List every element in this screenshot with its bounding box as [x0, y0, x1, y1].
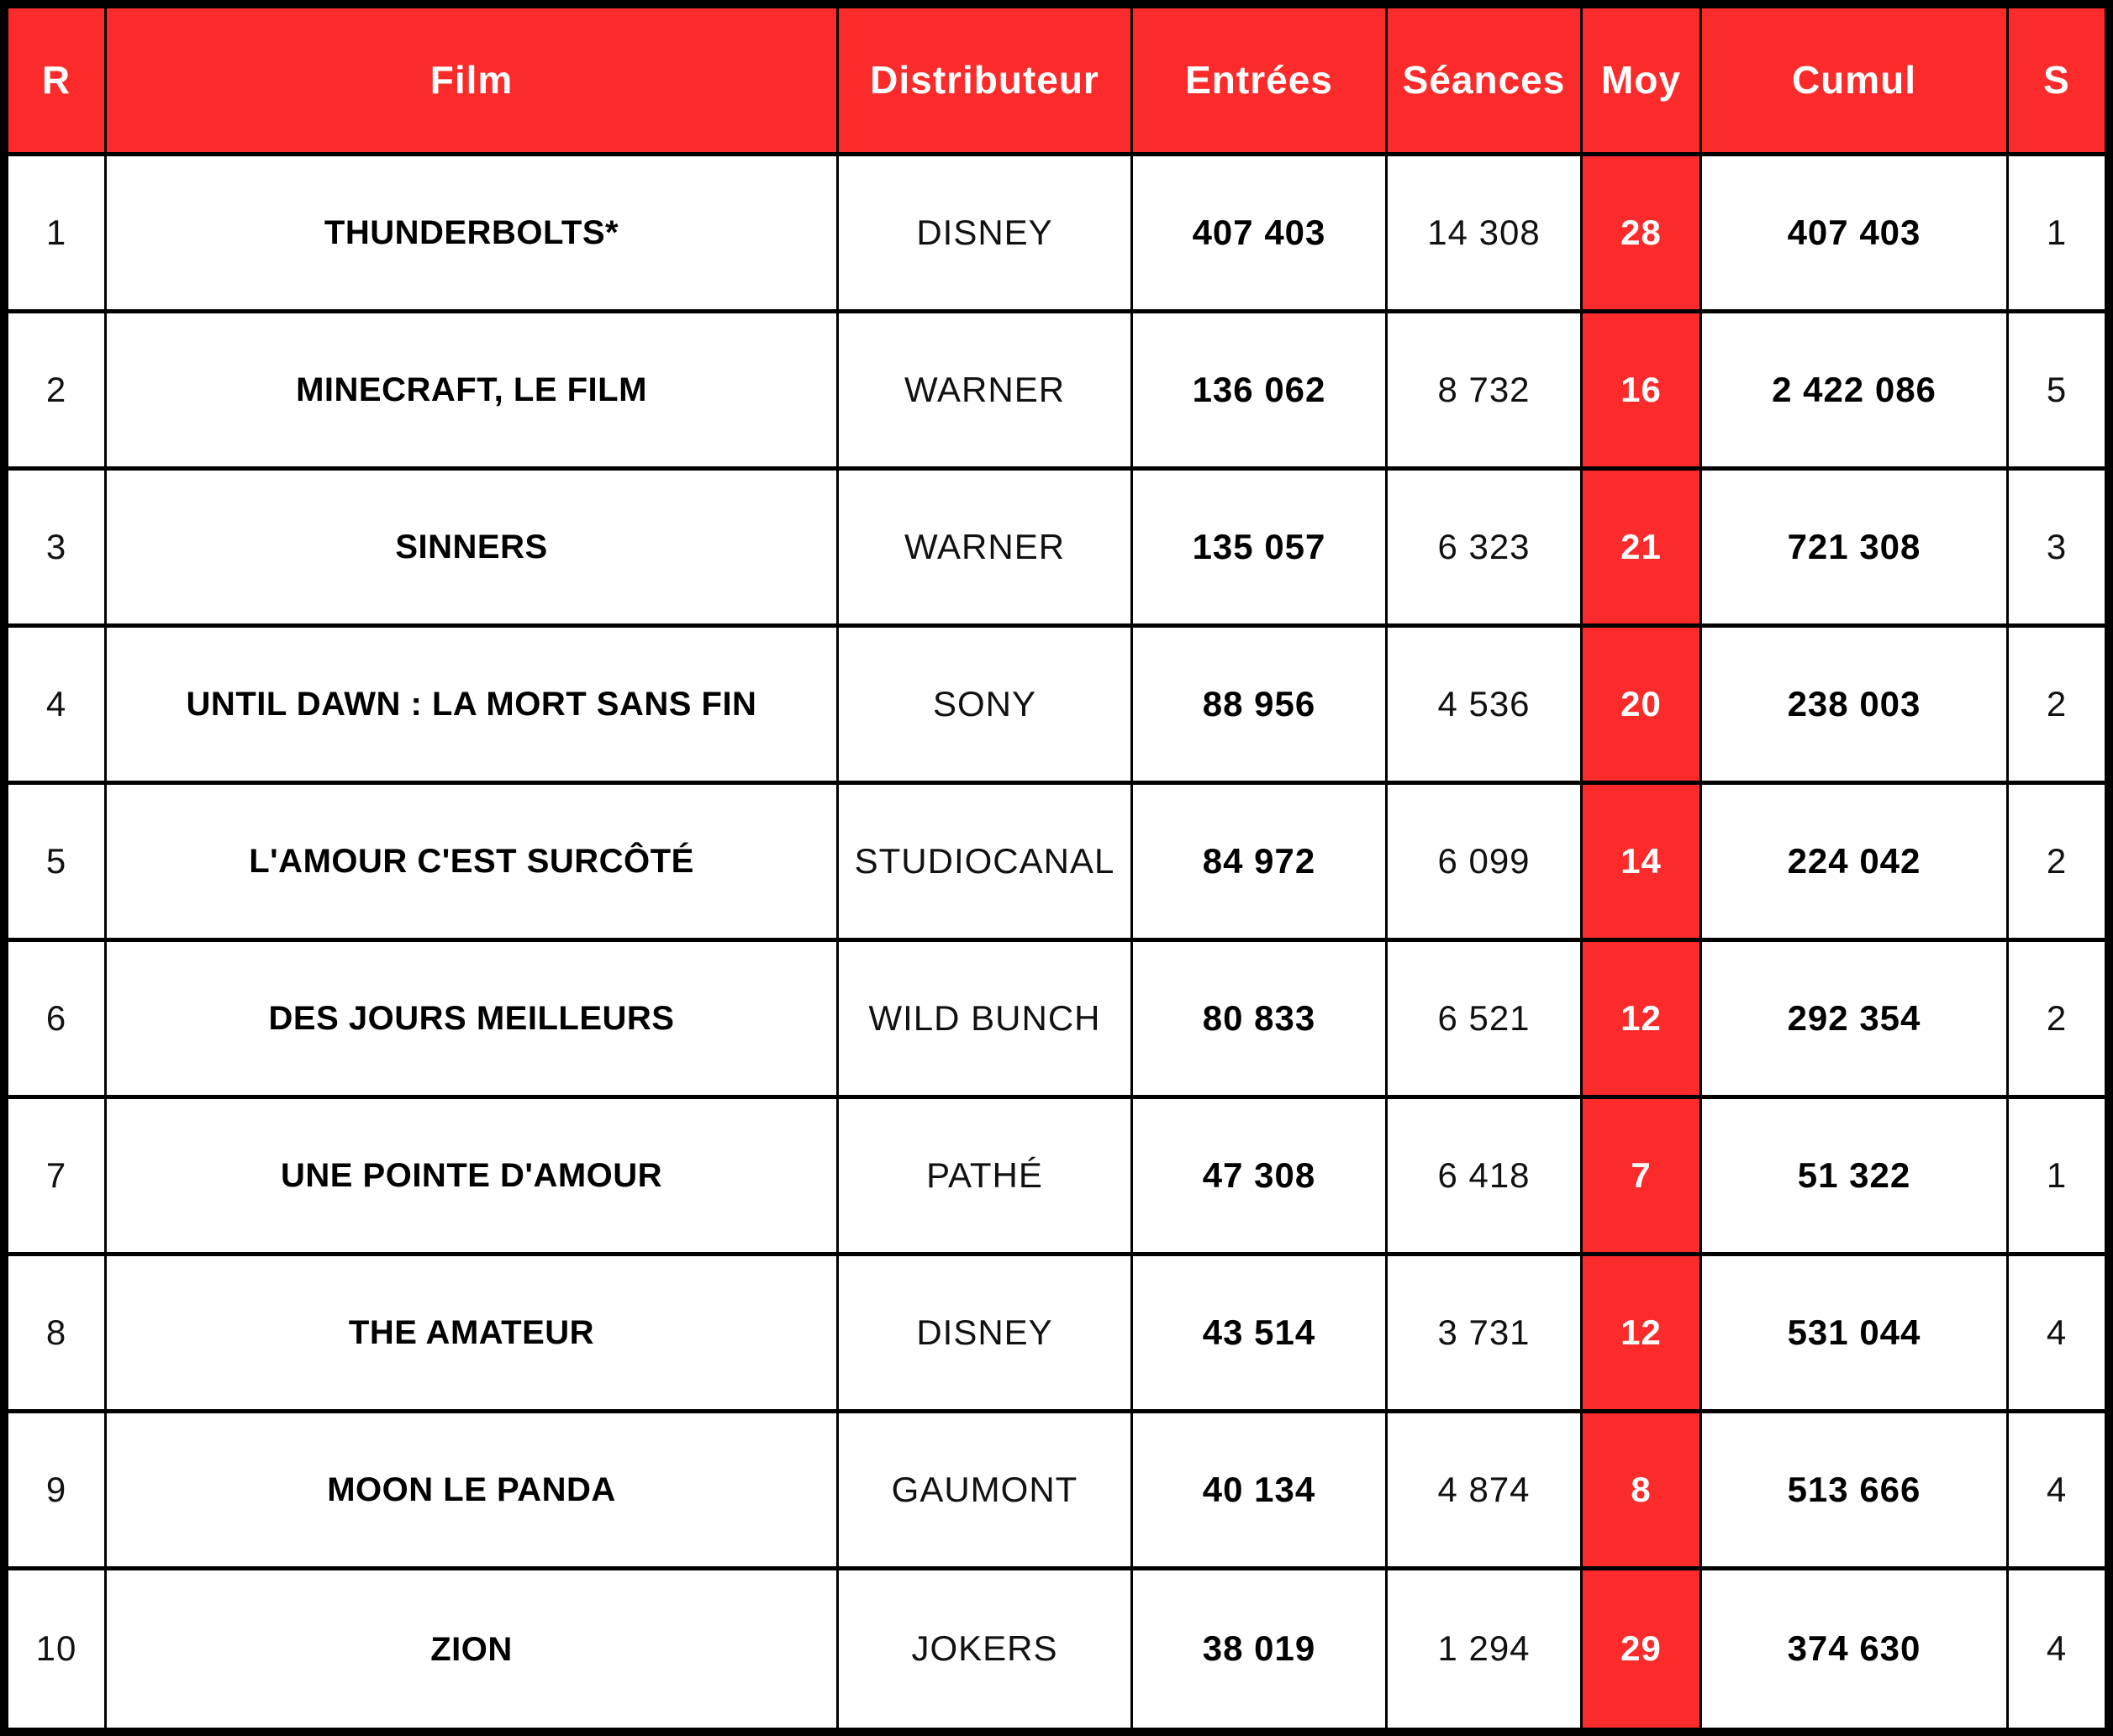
distributor-cell: JOKERS — [839, 1570, 1133, 1728]
weeks-cell: 1 — [2009, 156, 2105, 313]
cumul-cell: 292 354 — [1702, 942, 2009, 1099]
distributor-cell: PATHÉ — [839, 1099, 1133, 1256]
entrees-cell: 84 972 — [1133, 785, 1388, 942]
moy-cell: 20 — [1583, 628, 1702, 785]
header-moy: Moy — [1583, 8, 1702, 156]
cumul-cell: 513 666 — [1702, 1413, 2009, 1570]
cumul-cell: 2 422 086 — [1702, 313, 2009, 471]
moy-cell: 12 — [1583, 1256, 1702, 1413]
rank-cell: 6 — [8, 942, 107, 1099]
cumul-cell: 224 042 — [1702, 785, 2009, 942]
entrees-cell: 38 019 — [1133, 1570, 1388, 1728]
cumul-cell: 238 003 — [1702, 628, 2009, 785]
distributor-cell: SONY — [839, 628, 1133, 785]
weeks-cell: 3 — [2009, 471, 2105, 628]
moy-cell: 12 — [1583, 942, 1702, 1099]
weeks-cell: 2 — [2009, 785, 2105, 942]
seances-cell: 14 308 — [1388, 156, 1583, 313]
header-entrees: Entrées — [1133, 8, 1388, 156]
distributor-cell: DISNEY — [839, 156, 1133, 313]
seances-cell: 4 536 — [1388, 628, 1583, 785]
film-cell: L'AMOUR C'EST SURCÔTÉ — [107, 785, 839, 942]
moy-cell: 29 — [1583, 1570, 1702, 1728]
entrees-cell: 47 308 — [1133, 1099, 1388, 1256]
moy-cell: 16 — [1583, 313, 1702, 471]
rank-cell: 1 — [8, 156, 107, 313]
entrees-cell: 407 403 — [1133, 156, 1388, 313]
film-cell: THUNDERBOLTS* — [107, 156, 839, 313]
entrees-cell: 88 956 — [1133, 628, 1388, 785]
seances-cell: 4 874 — [1388, 1413, 1583, 1570]
weeks-cell: 4 — [2009, 1413, 2105, 1570]
cumul-cell: 531 044 — [1702, 1256, 2009, 1413]
distributor-cell: WILD BUNCH — [839, 942, 1133, 1099]
rank-cell: 4 — [8, 628, 107, 785]
entrees-cell: 43 514 — [1133, 1256, 1388, 1413]
entrees-cell: 40 134 — [1133, 1413, 1388, 1570]
entrees-cell: 136 062 — [1133, 313, 1388, 471]
moy-cell: 14 — [1583, 785, 1702, 942]
film-cell: THE AMATEUR — [107, 1256, 839, 1413]
distributor-cell: STUDIOCANAL — [839, 785, 1133, 942]
film-cell: ZION — [107, 1570, 839, 1728]
moy-cell: 28 — [1583, 156, 1702, 313]
seances-cell: 3 731 — [1388, 1256, 1583, 1413]
weeks-cell: 1 — [2009, 1099, 2105, 1256]
seances-cell: 6 099 — [1388, 785, 1583, 942]
moy-cell: 7 — [1583, 1099, 1702, 1256]
header-seances: Séances — [1388, 8, 1583, 156]
header-cumul: Cumul — [1702, 8, 2009, 156]
cumul-cell: 51 322 — [1702, 1099, 2009, 1256]
entrees-cell: 135 057 — [1133, 471, 1388, 628]
cumul-cell: 374 630 — [1702, 1570, 2009, 1728]
cumul-cell: 407 403 — [1702, 156, 2009, 313]
rank-cell: 9 — [8, 1413, 107, 1570]
rank-cell: 8 — [8, 1256, 107, 1413]
rank-cell: 7 — [8, 1099, 107, 1256]
header-weeks: S — [2009, 8, 2105, 156]
weeks-cell: 2 — [2009, 942, 2105, 1099]
rank-cell: 5 — [8, 785, 107, 942]
weeks-cell: 2 — [2009, 628, 2105, 785]
seances-cell: 6 521 — [1388, 942, 1583, 1099]
rank-cell: 3 — [8, 471, 107, 628]
weeks-cell: 5 — [2009, 313, 2105, 471]
rank-cell: 2 — [8, 313, 107, 471]
header-distributor: Distributeur — [839, 8, 1133, 156]
cumul-cell: 721 308 — [1702, 471, 2009, 628]
header-film: Film — [107, 8, 839, 156]
moy-cell: 8 — [1583, 1413, 1702, 1570]
distributor-cell: GAUMONT — [839, 1413, 1133, 1570]
seances-cell: 6 323 — [1388, 471, 1583, 628]
header-rank: R — [8, 8, 107, 156]
seances-cell: 8 732 — [1388, 313, 1583, 471]
distributor-cell: DISNEY — [839, 1256, 1133, 1413]
seances-cell: 1 294 — [1388, 1570, 1583, 1728]
box-office-table: R Film Distributeur Entrées Séances Moy … — [8, 8, 2105, 1728]
film-cell: SINNERS — [107, 471, 839, 628]
entrees-cell: 80 833 — [1133, 942, 1388, 1099]
distributor-cell: WARNER — [839, 313, 1133, 471]
film-cell: UNE POINTE D'AMOUR — [107, 1099, 839, 1256]
film-cell: MINECRAFT, LE FILM — [107, 313, 839, 471]
film-cell: DES JOURS MEILLEURS — [107, 942, 839, 1099]
film-cell: MOON LE PANDA — [107, 1413, 839, 1570]
film-cell: UNTIL DAWN : LA MORT SANS FIN — [107, 628, 839, 785]
moy-cell: 21 — [1583, 471, 1702, 628]
distributor-cell: WARNER — [839, 471, 1133, 628]
rank-cell: 10 — [8, 1570, 107, 1728]
seances-cell: 6 418 — [1388, 1099, 1583, 1256]
weeks-cell: 4 — [2009, 1570, 2105, 1728]
weeks-cell: 4 — [2009, 1256, 2105, 1413]
